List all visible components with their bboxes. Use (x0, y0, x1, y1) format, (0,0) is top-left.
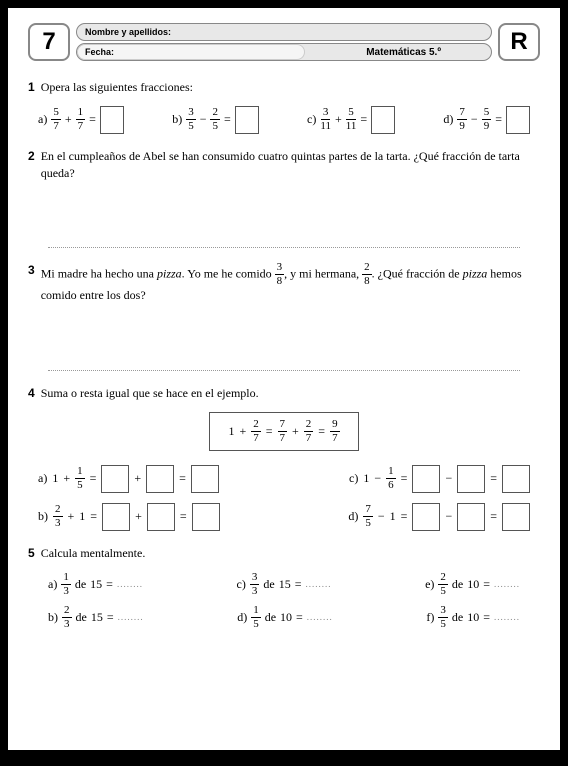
answer-box[interactable] (147, 503, 175, 531)
answer-dots[interactable]: ........ (494, 579, 520, 589)
name-field-row: Nombre y apellidos: (76, 23, 492, 41)
q1-a: a) 57 + 17 = (38, 106, 124, 134)
name-label: Nombre y apellidos: (85, 27, 171, 37)
header: 7 Nombre y apellidos: Fecha: Matemáticas… (28, 23, 540, 61)
badge-box: R (498, 23, 540, 61)
answer-box[interactable] (412, 465, 440, 493)
question-2: 2 En el cumpleaños de Abel se han consum… (28, 148, 540, 249)
worksheet-page: 7 Nombre y apellidos: Fecha: Matemáticas… (8, 8, 560, 750)
q5-b: b) 23 de 15 = ........ (48, 605, 144, 630)
answer-dots[interactable]: ........ (117, 579, 143, 589)
answer-box[interactable] (457, 465, 485, 493)
answer-dots[interactable]: ........ (307, 612, 333, 622)
q1-b: b) 35 − 25 = (172, 106, 259, 134)
header-fields: Nombre y apellidos: Fecha: Matemáticas 5… (76, 23, 492, 61)
q5-e: e) 25 de 10 = ........ (425, 572, 520, 597)
answer-box[interactable] (371, 106, 395, 134)
q5-d: d) 15 de 10 = ........ (237, 605, 333, 630)
answer-box[interactable] (506, 106, 530, 134)
page-number-box: 7 (28, 23, 70, 61)
q1-text: Opera las siguientes fracciones: (41, 79, 540, 96)
answer-box[interactable] (102, 503, 130, 531)
q1-c: c) 311 + 511 = (307, 106, 395, 134)
q5-c: c) 33 de 15 = ........ (237, 572, 332, 597)
q4-c: c) 1 − 16 = − = (349, 465, 530, 493)
q4-num: 4 (28, 385, 35, 402)
q4-d: d) 75 − 1 = − = (348, 503, 530, 531)
q4-b: b) 23 + 1 = + = (38, 503, 220, 531)
q5-text: Calcula mentalmente. (41, 545, 540, 562)
answer-box[interactable] (412, 503, 440, 531)
q5-a: a) 13 de 15 = ........ (48, 572, 143, 597)
answer-box[interactable] (146, 465, 174, 493)
subject-label: Matemáticas 5.º (366, 47, 441, 58)
q4-text: Suma o resta igual que se hace en el eje… (41, 385, 540, 402)
q4-a: a) 1 + 15 = + = (38, 465, 219, 493)
q5-num: 5 (28, 545, 35, 562)
answer-dots[interactable]: ........ (494, 612, 520, 622)
answer-dots[interactable]: ........ (305, 579, 331, 589)
q1-items: a) 57 + 17 = b) 35 − 25 = c) 311 + 511 = (28, 106, 540, 134)
q3-text: Mi madre ha hecho una pizza. Yo me he co… (41, 262, 540, 304)
answer-box[interactable] (192, 503, 220, 531)
question-4: 4 Suma o resta igual que se hace en el e… (28, 385, 540, 531)
answer-line[interactable] (48, 370, 520, 371)
answer-dots[interactable]: ........ (118, 612, 144, 622)
date-field-row: Fecha: Matemáticas 5.º (76, 43, 492, 61)
q1-num: 1 (28, 79, 35, 96)
answer-box[interactable] (502, 503, 530, 531)
q1-d: d) 79 − 59 = (443, 106, 530, 134)
date-label: Fecha: (85, 47, 114, 57)
question-3: 3 Mi madre ha hecho una pizza. Yo me he … (28, 262, 540, 371)
answer-box[interactable] (502, 465, 530, 493)
answer-box[interactable] (191, 465, 219, 493)
q2-num: 2 (28, 148, 35, 182)
answer-box[interactable] (235, 106, 259, 134)
answer-box[interactable] (100, 106, 124, 134)
answer-box[interactable] (101, 465, 129, 493)
answer-box[interactable] (457, 503, 485, 531)
answer-line[interactable] (48, 247, 520, 248)
question-1: 1 Opera las siguientes fracciones: a) 57… (28, 79, 540, 134)
q3-num: 3 (28, 262, 35, 304)
q2-text: En el cumpleaños de Abel se han consumid… (41, 148, 540, 182)
q5-f: f) 35 de 10 = ........ (426, 605, 520, 630)
example-box: 1 + 27 = 77 + 27 = 97 (209, 412, 358, 451)
question-5: 5 Calcula mentalmente. a) 13 de 15 = ...… (28, 545, 540, 630)
